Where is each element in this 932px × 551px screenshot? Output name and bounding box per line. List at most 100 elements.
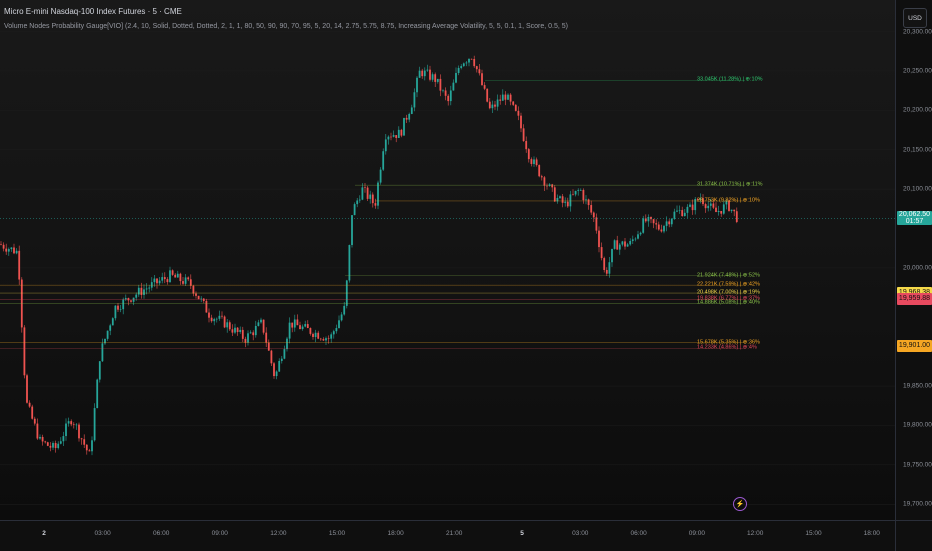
candle-body (7, 249, 10, 252)
candle-body (410, 107, 413, 114)
candle-body (577, 190, 580, 191)
candle-body (624, 241, 626, 247)
candle-body (169, 270, 171, 283)
candle-body (387, 136, 390, 140)
candlestick-chart[interactable] (0, 0, 895, 520)
candle-body (208, 312, 210, 318)
candle-body (132, 297, 135, 302)
candle-body (356, 200, 359, 205)
candle-body (535, 159, 538, 166)
candle-body (5, 248, 8, 252)
candle-body (689, 204, 691, 207)
currency-button[interactable]: USD (903, 8, 927, 28)
candle-body (582, 190, 585, 201)
gridlines (0, 31, 895, 505)
time-axis[interactable]: 2 03:00 06:00 09:00 12:00 15:00 18:00 21:00 5 03:… (0, 520, 895, 551)
candle-body (189, 279, 192, 286)
candle-body (345, 280, 348, 306)
candle-body (611, 248, 613, 263)
candle-body (572, 194, 574, 196)
candle-body (111, 318, 114, 326)
candle-body (408, 113, 411, 120)
candle-body (184, 277, 187, 284)
candle-body (36, 423, 39, 439)
price-axis[interactable]: 20,300.00 20,250.00 20,200.00 20,150.00 20,1… (895, 0, 932, 520)
candle-body (226, 322, 229, 328)
candle-body (673, 211, 676, 219)
candle-body (715, 207, 717, 213)
candle-body (543, 177, 546, 186)
candle-body (452, 82, 455, 91)
volume-node-label: 22.221K (7.59%) | ⊕:42% (697, 281, 760, 288)
candle-body (228, 322, 231, 330)
candle-body (702, 198, 704, 205)
indicator-legend[interactable]: Volume Nodes Probability Gauge[VIO] (2.4… (4, 23, 568, 30)
candle-body (104, 338, 106, 344)
candle-body (88, 450, 91, 452)
volume-node-label: 28.753K (9.82%) | ⊕:10% (697, 197, 760, 204)
candle-body (377, 182, 379, 206)
candle-body (481, 73, 483, 86)
time-tick: 09:00 (688, 530, 706, 537)
candle-body (80, 438, 83, 440)
candle-body (171, 270, 174, 275)
candle-body (244, 338, 247, 343)
candle-body (213, 319, 216, 322)
candle-body (418, 70, 421, 78)
time-tick: 18:00 (387, 530, 404, 537)
candle-body (670, 218, 673, 225)
candle-body (504, 94, 507, 100)
candle-body (478, 69, 481, 74)
candle-body (306, 324, 309, 329)
last-price-badge: 20,062.50 01:57 (897, 210, 932, 225)
candle-body (561, 196, 564, 203)
candle-body (400, 129, 403, 136)
candle-body (291, 322, 294, 328)
candle-body (709, 203, 712, 206)
candle-body (117, 305, 119, 310)
candle-body (270, 350, 273, 364)
volume-node-label: 14.886K (5.08%) | ⊕:40% (697, 299, 760, 306)
flash-icon[interactable]: ⚡ (733, 497, 747, 511)
volume-node-label: 33.045K (11.28%) | ⊕:10% (697, 76, 763, 83)
candle-body (353, 204, 356, 216)
candle-body (652, 219, 655, 224)
candle-body (182, 281, 184, 284)
candle-body (546, 185, 548, 187)
candle-body (260, 319, 262, 323)
candle-body (83, 439, 86, 445)
candle-body (262, 319, 265, 333)
time-tick: 09:00 (211, 530, 228, 537)
time-tick: 06:00 (153, 530, 170, 537)
candle-body (335, 328, 338, 332)
candle-body (470, 58, 473, 60)
candle-body (574, 190, 577, 195)
candle-body (530, 159, 533, 164)
candle-body (522, 128, 525, 142)
candle-body (101, 343, 104, 362)
candle-body (525, 141, 528, 150)
candle-body (114, 305, 117, 319)
price-tick: 20,000.00 (903, 264, 932, 272)
candle-body (296, 319, 299, 326)
candle-body (153, 278, 156, 283)
time-tick: 12:00 (747, 530, 764, 537)
candle-body (93, 408, 96, 441)
candle-body (509, 94, 512, 102)
candle-body (686, 206, 689, 213)
candle-body (280, 358, 283, 361)
candle-body (512, 101, 515, 105)
candle-body (720, 210, 723, 214)
candle-body (249, 332, 252, 334)
candle-body (127, 298, 130, 301)
candle-body (660, 229, 663, 232)
candle-body (267, 342, 270, 351)
candle-body (553, 187, 556, 202)
chart-area[interactable]: Micro E-mini Nasdaq-100 Index Futures · … (0, 0, 895, 520)
axis-corner (895, 520, 932, 551)
candle-body (439, 78, 442, 91)
candle-body (390, 136, 392, 138)
candle-body (494, 104, 496, 107)
candle-body (218, 315, 221, 319)
price-tick: 19,800.00 (903, 421, 932, 429)
